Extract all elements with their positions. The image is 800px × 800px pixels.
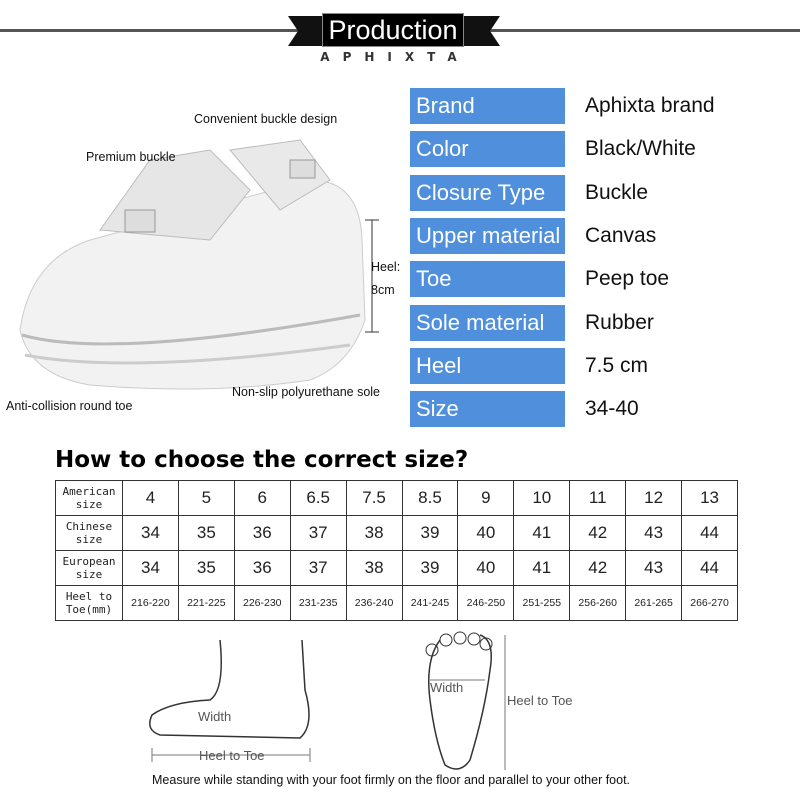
table-cell: 236-240 <box>345 585 403 621</box>
spec-label: Upper material <box>410 217 565 254</box>
table-cell: 35 <box>177 515 235 551</box>
table-cell: 231-235 <box>289 585 347 621</box>
width-label-2: Width <box>430 680 464 695</box>
heel-to-toe-label-2: Heel to Toe <box>507 693 573 708</box>
spec-label: Closure Type <box>410 174 565 211</box>
annotation-buckle-design: Convenient buckle design <box>194 112 338 126</box>
table-cell: 13 <box>681 480 738 516</box>
table-cell: 44 <box>681 550 738 586</box>
table-cell: 36 <box>233 550 291 586</box>
table-cell: 12 <box>625 480 683 516</box>
spec-value: Black/White <box>585 137 696 161</box>
row-header: European size <box>55 550 123 586</box>
foot-diagrams <box>149 631 506 770</box>
spec-value: Aphixta brand <box>585 94 715 117</box>
table-cell: 41 <box>513 550 571 586</box>
spec-label: Color <box>410 131 565 168</box>
table-row: Chinese size 34 35 36 37 38 39 40 41 42 43 44 <box>55 515 738 551</box>
table-cell: 38 <box>345 550 403 586</box>
heel-to-toe-label: Heel to Toe <box>199 748 265 763</box>
table-cell: 216-220 <box>122 585 179 621</box>
table-cell: 34 <box>122 515 179 551</box>
table-cell: 37 <box>289 515 347 551</box>
table-row: European size 34 35 36 37 38 39 40 41 42 43 44 <box>55 550 738 586</box>
table-cell: 35 <box>177 550 235 586</box>
table-cell: 246-250 <box>457 585 515 621</box>
table-cell: 40 <box>457 515 515 551</box>
table-cell: 256-260 <box>569 585 627 621</box>
annotation-heel-label: Heel: <box>371 260 401 274</box>
table-cell: 44 <box>681 515 738 551</box>
spec-label: Heel <box>410 347 565 384</box>
table-cell: 34 <box>122 550 179 586</box>
width-label: Width <box>198 709 232 724</box>
table-cell: 42 <box>569 550 627 586</box>
table-cell: 4 <box>122 480 179 516</box>
row-header: American size <box>55 480 123 516</box>
table-cell: 37 <box>289 550 347 586</box>
row-header: Chinese size <box>55 515 123 551</box>
spec-value: Peep toe <box>585 267 670 291</box>
annotation-heel-value: 8cm <box>371 283 395 297</box>
sandal-image <box>19 139 379 390</box>
table-cell: 6 <box>233 480 291 516</box>
table-cell: 251-255 <box>513 585 571 621</box>
table-cell: 241-245 <box>401 585 459 621</box>
spec-value: Rubber <box>585 310 654 334</box>
spec-label: Toe <box>410 261 565 298</box>
table-cell: 221-225 <box>177 585 235 621</box>
table-row: American size 4 5 6 6.5 7.5 8.5 9 10 11 12 13 <box>55 480 738 516</box>
table-cell: 43 <box>625 515 683 551</box>
table-cell: 7.5 <box>345 480 403 516</box>
table-cell: 10 <box>513 480 571 516</box>
table-cell: 261-265 <box>625 585 683 621</box>
section-title: Production <box>322 13 464 47</box>
table-cell: 9 <box>457 480 515 516</box>
header-line-right <box>485 29 800 32</box>
annotation-sole: Non-slip polyurethane sole <box>232 385 381 399</box>
table-cell: 40 <box>457 550 515 586</box>
table-cell: 36 <box>233 515 291 551</box>
measure-note: Measure while standing with your foot fi… <box>152 773 631 787</box>
spec-value: Canvas <box>585 223 657 247</box>
spec-label: Sole material <box>410 304 565 341</box>
brand-name: APHIXTA <box>320 50 470 64</box>
table-cell: 42 <box>569 515 627 551</box>
table-cell: 5 <box>177 480 235 516</box>
spec-value: Buckle <box>585 180 649 204</box>
table-cell: 39 <box>401 550 459 586</box>
size-table: American size 4 5 6 6.5 7.5 8.5 9 10 11 12 13 Chines… <box>55 480 738 621</box>
ribbon-ends <box>288 16 500 46</box>
table-cell: 41 <box>513 515 571 551</box>
header-line-left <box>0 29 300 32</box>
table-cell: 43 <box>625 550 683 586</box>
table-cell: 39 <box>401 515 459 551</box>
annotation-toe: Anti-collision round toe <box>6 399 133 413</box>
table-cell: 6.5 <box>289 480 347 516</box>
table-cell: 38 <box>345 515 403 551</box>
table-cell: 226-230 <box>233 585 291 621</box>
spec-value: 7.5 cm <box>585 353 649 377</box>
table-cell: 8.5 <box>401 480 459 516</box>
table-row: Heel to Toe(mm) 216-220 221-225 226-230 231-… <box>55 585 738 621</box>
size-guide-title: How to choose the correct size? <box>55 447 469 473</box>
spec-label: Size <box>410 391 565 428</box>
table-cell: 11 <box>569 480 627 516</box>
row-header: Heel to Toe(mm) <box>55 585 123 621</box>
table-cell: 266-270 <box>681 585 738 621</box>
spec-value: 34-40 <box>585 397 639 421</box>
annotation-premium-buckle: Premium buckle <box>86 150 176 164</box>
spec-label: Brand <box>410 88 565 124</box>
